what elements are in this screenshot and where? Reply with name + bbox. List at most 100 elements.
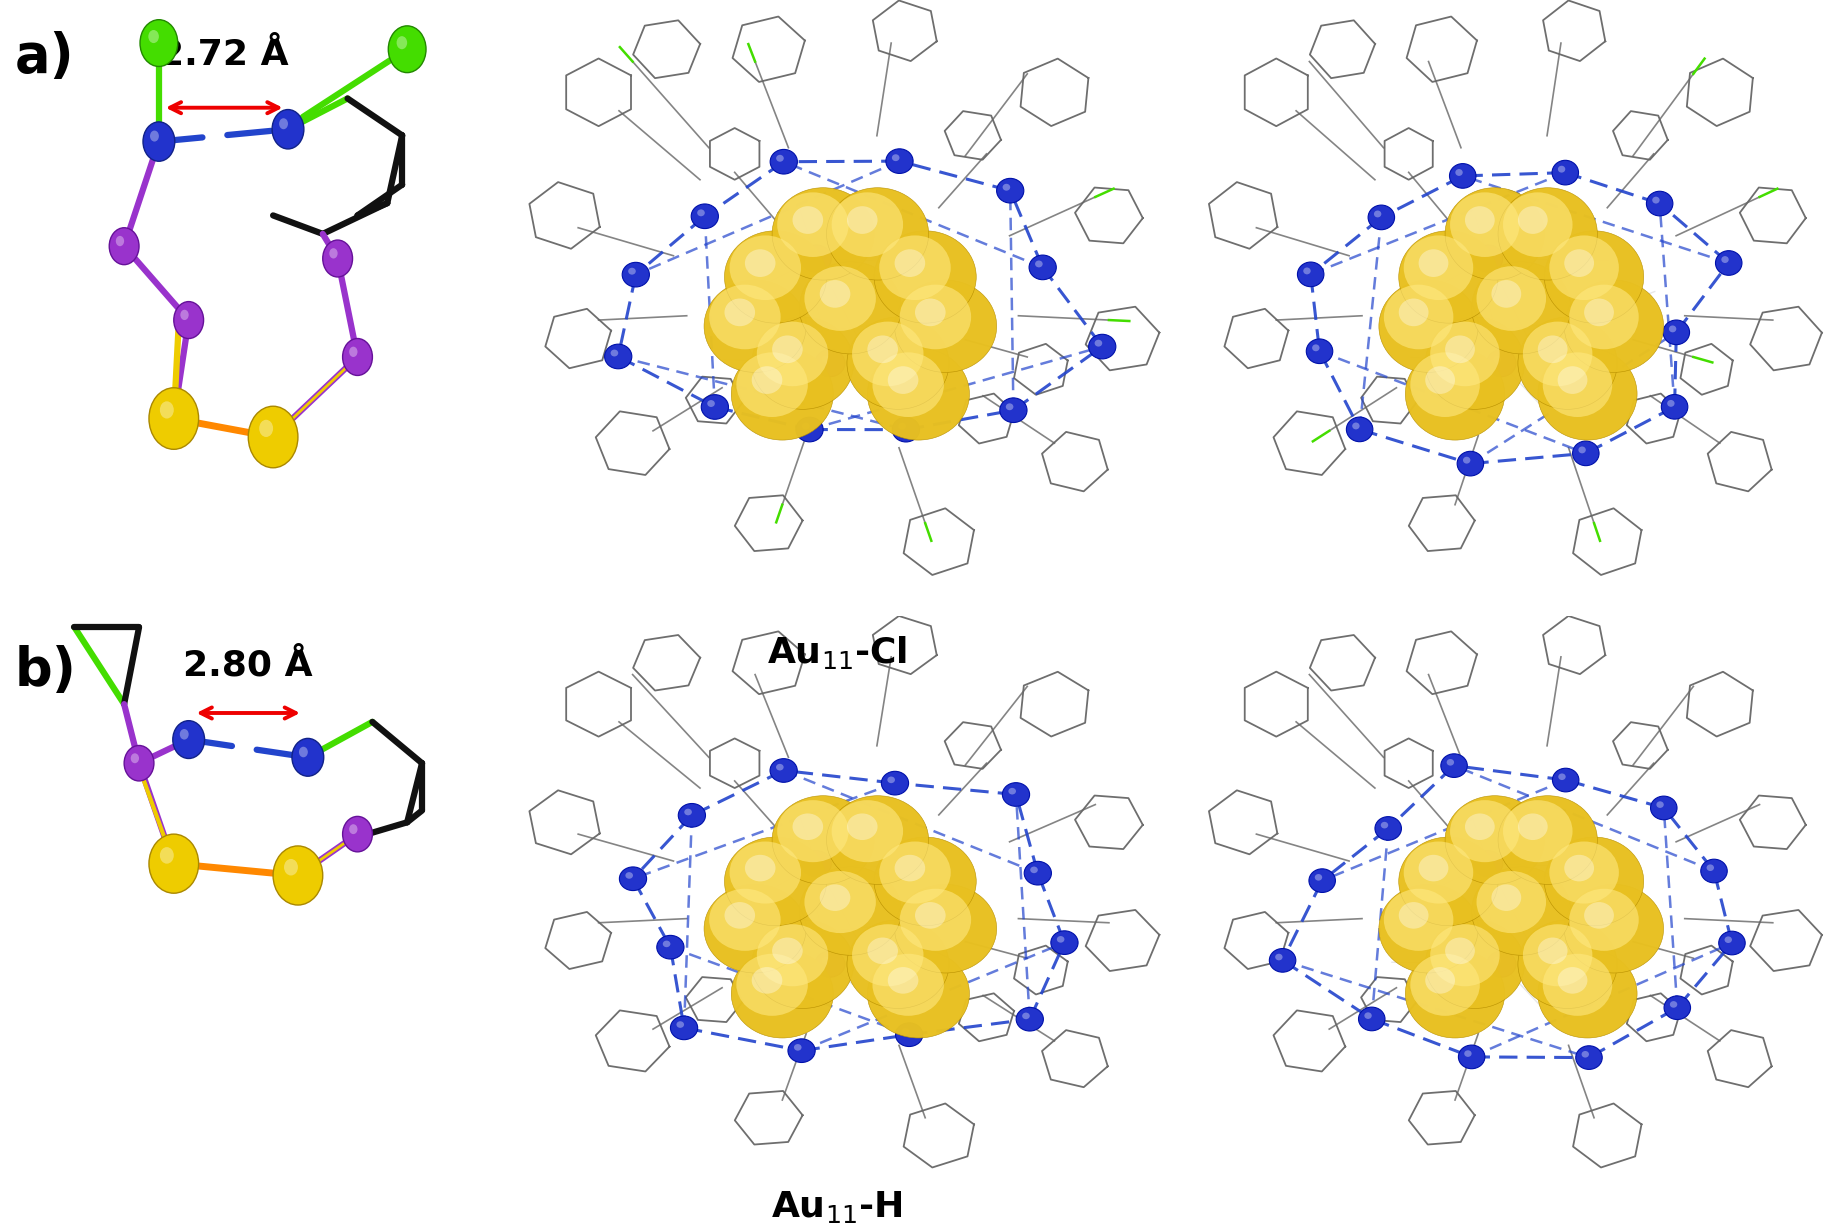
Circle shape: [248, 406, 298, 468]
Circle shape: [1572, 441, 1600, 465]
Circle shape: [1464, 1050, 1471, 1057]
Circle shape: [1017, 1007, 1043, 1032]
Circle shape: [173, 302, 204, 339]
Circle shape: [1477, 266, 1547, 331]
Circle shape: [851, 321, 923, 387]
Circle shape: [1379, 884, 1479, 972]
Circle shape: [897, 307, 927, 334]
Circle shape: [1471, 262, 1571, 355]
Circle shape: [752, 316, 853, 409]
Circle shape: [1368, 206, 1394, 230]
Circle shape: [1537, 949, 1637, 1038]
Text: 2.72 Å: 2.72 Å: [158, 38, 289, 73]
Circle shape: [1725, 937, 1732, 943]
Circle shape: [1471, 867, 1571, 955]
Circle shape: [1558, 166, 1565, 172]
Circle shape: [1456, 452, 1484, 476]
Circle shape: [1383, 284, 1453, 350]
Text: Au$_{11}$-H: Au$_{11}$-H: [771, 1189, 903, 1225]
Circle shape: [732, 347, 833, 441]
Circle shape: [1403, 235, 1473, 300]
Circle shape: [1030, 867, 1037, 873]
Circle shape: [1576, 1046, 1602, 1070]
Circle shape: [701, 395, 728, 420]
Circle shape: [771, 758, 798, 782]
Circle shape: [173, 720, 204, 758]
Circle shape: [732, 949, 833, 1038]
Circle shape: [787, 1039, 815, 1062]
Circle shape: [1405, 347, 1504, 441]
Circle shape: [897, 910, 927, 936]
Circle shape: [725, 299, 756, 326]
Text: Au$_{11}$-Cl: Au$_{11}$-Cl: [767, 634, 907, 671]
Circle shape: [1399, 231, 1499, 323]
Circle shape: [697, 209, 704, 217]
Circle shape: [820, 281, 850, 308]
Circle shape: [1670, 325, 1677, 332]
Circle shape: [1664, 996, 1690, 1019]
Circle shape: [772, 795, 874, 884]
Circle shape: [848, 316, 949, 409]
Circle shape: [704, 884, 805, 972]
Circle shape: [149, 388, 199, 449]
Circle shape: [800, 262, 901, 355]
Circle shape: [752, 968, 782, 993]
Circle shape: [151, 130, 158, 142]
Circle shape: [1405, 949, 1504, 1038]
Circle shape: [1523, 924, 1593, 986]
Circle shape: [1399, 837, 1499, 926]
Circle shape: [899, 284, 971, 350]
Circle shape: [1662, 320, 1690, 345]
Circle shape: [143, 122, 175, 161]
Circle shape: [826, 187, 929, 281]
Circle shape: [1491, 281, 1521, 308]
Circle shape: [1445, 938, 1475, 964]
Circle shape: [149, 835, 199, 894]
Circle shape: [1572, 313, 1582, 320]
Circle shape: [1418, 854, 1449, 881]
Circle shape: [888, 777, 896, 783]
Circle shape: [160, 847, 173, 864]
Circle shape: [1719, 931, 1745, 955]
Circle shape: [109, 228, 140, 265]
Circle shape: [1582, 1051, 1589, 1057]
Circle shape: [802, 422, 809, 430]
Circle shape: [997, 178, 1024, 203]
Circle shape: [1311, 345, 1320, 351]
Circle shape: [1646, 191, 1673, 215]
Circle shape: [1431, 924, 1501, 986]
Circle shape: [892, 154, 899, 161]
Circle shape: [677, 1022, 684, 1028]
Circle shape: [1558, 968, 1587, 993]
Circle shape: [671, 1016, 697, 1040]
Circle shape: [1346, 417, 1374, 442]
Circle shape: [1567, 910, 1596, 936]
Circle shape: [1425, 920, 1525, 1008]
Circle shape: [1651, 197, 1659, 203]
Circle shape: [1000, 398, 1026, 422]
Circle shape: [1458, 1045, 1484, 1069]
Text: a): a): [15, 31, 75, 82]
Circle shape: [894, 279, 997, 372]
Circle shape: [916, 299, 945, 326]
Circle shape: [1440, 753, 1468, 778]
Circle shape: [888, 367, 918, 394]
Circle shape: [1298, 262, 1324, 287]
Circle shape: [1418, 249, 1449, 277]
Circle shape: [848, 920, 949, 1008]
Circle shape: [772, 336, 802, 363]
Circle shape: [1365, 1012, 1372, 1019]
Circle shape: [886, 149, 914, 174]
Circle shape: [272, 110, 303, 149]
Circle shape: [897, 422, 907, 430]
Circle shape: [771, 149, 798, 174]
Circle shape: [1425, 968, 1455, 993]
Circle shape: [1455, 169, 1462, 176]
Circle shape: [1548, 235, 1618, 300]
Circle shape: [1466, 814, 1495, 840]
Circle shape: [1499, 795, 1598, 884]
Circle shape: [704, 279, 805, 372]
Circle shape: [888, 968, 918, 993]
Circle shape: [625, 872, 633, 879]
Circle shape: [1445, 336, 1475, 363]
